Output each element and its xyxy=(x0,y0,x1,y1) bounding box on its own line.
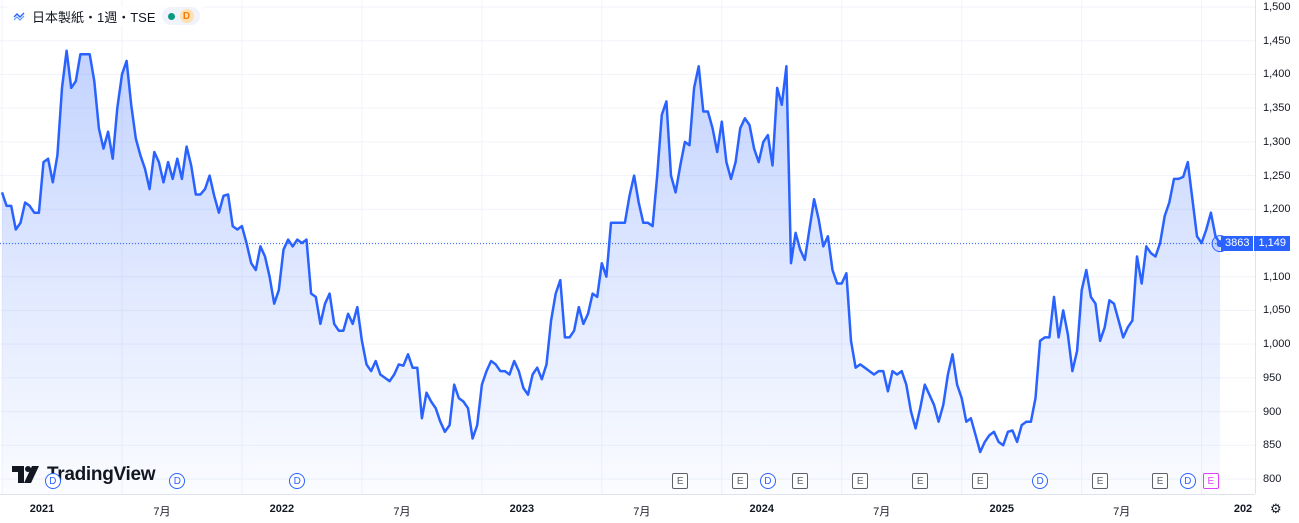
time-tick-label: 7月 xyxy=(873,506,891,518)
dividend-marker[interactable]: D xyxy=(44,473,61,489)
dividend-marker[interactable]: D xyxy=(759,473,776,489)
price-tick-label: 800 xyxy=(1263,473,1282,485)
earnings-marker[interactable]: E xyxy=(1152,473,1169,489)
dividend-marker[interactable]: D xyxy=(169,473,186,489)
earnings-marker[interactable]: E xyxy=(672,473,689,489)
time-tick-label: 7月 xyxy=(153,506,171,518)
price-tick-label: 1,500 xyxy=(1263,1,1291,13)
price-tick-label: 1,400 xyxy=(1263,68,1291,81)
earnings-marker[interactable]: E xyxy=(792,473,809,489)
time-tick-label: 2023 xyxy=(509,503,535,515)
time-tick-label: 2025 xyxy=(989,503,1014,515)
price-tick-label: 850 xyxy=(1263,439,1282,452)
price-tick-label: 1,200 xyxy=(1263,203,1291,216)
earnings-marker[interactable]: E xyxy=(1092,473,1109,489)
price-label: 1,149 xyxy=(1254,236,1291,251)
earnings-marker[interactable]: E xyxy=(1202,473,1219,489)
symbol-title[interactable]: 日本製紙・1週・TSE xyxy=(32,9,156,25)
price-tick-label: 1,250 xyxy=(1263,169,1291,182)
price-tick-label: 950 xyxy=(1263,371,1282,384)
time-tick-label: 202 xyxy=(1233,503,1253,515)
time-tick-label: 7月 xyxy=(633,506,651,518)
market-open-dot-icon xyxy=(167,12,175,20)
dividend-marker[interactable]: D xyxy=(1179,473,1196,489)
tradingview-logo[interactable]: TradingView xyxy=(12,464,156,486)
price-tick-label: 1,050 xyxy=(1263,304,1291,317)
earnings-marker[interactable]: E xyxy=(852,473,869,489)
time-tick-label: 2024 xyxy=(749,503,775,515)
earnings-marker[interactable]: E xyxy=(912,473,929,489)
time-tick-label: 7月 xyxy=(393,506,411,518)
price-tick-label: 1,300 xyxy=(1263,135,1291,148)
last-price-tag: 3863 1,149 xyxy=(1221,236,1291,251)
time-tick-label: 2022 xyxy=(269,503,295,515)
price-tick-label: 1,100 xyxy=(1263,270,1291,283)
tv-logo-icon xyxy=(12,466,39,483)
dividend-marker[interactable]: D xyxy=(289,473,306,489)
price-tick-label: 1,350 xyxy=(1263,102,1291,115)
brand-name: TradingView xyxy=(47,464,156,485)
time-axis[interactable]: 2021 7月 2022 7月 2023 7月 2024 7月 2025 7月 202 xyxy=(0,494,1255,523)
data-delayed-badge: D xyxy=(179,9,194,23)
price-area-fill xyxy=(2,50,1221,494)
price-line xyxy=(0,49,1222,454)
dividend-marker[interactable]: D xyxy=(1032,473,1049,489)
symbol-legend[interactable]: 日本製紙・1週・TSE D xyxy=(8,6,204,26)
price-chart[interactable] xyxy=(0,0,1255,494)
volume-label: 3863 xyxy=(1221,236,1255,251)
earnings-marker[interactable]: E xyxy=(972,473,989,489)
price-tick-label: 900 xyxy=(1263,405,1282,418)
price-tick-label: 1,000 xyxy=(1263,338,1291,351)
time-tick-label: 2021 xyxy=(29,503,55,515)
market-status[interactable]: D xyxy=(161,7,200,25)
price-tick-label: 1,450 xyxy=(1263,34,1291,47)
gear-icon[interactable]: ⚙ xyxy=(1270,501,1282,516)
time-tick-label: 7月 xyxy=(1113,506,1131,518)
line-chart-icon xyxy=(12,9,26,23)
earnings-marker[interactable]: E xyxy=(732,473,749,489)
